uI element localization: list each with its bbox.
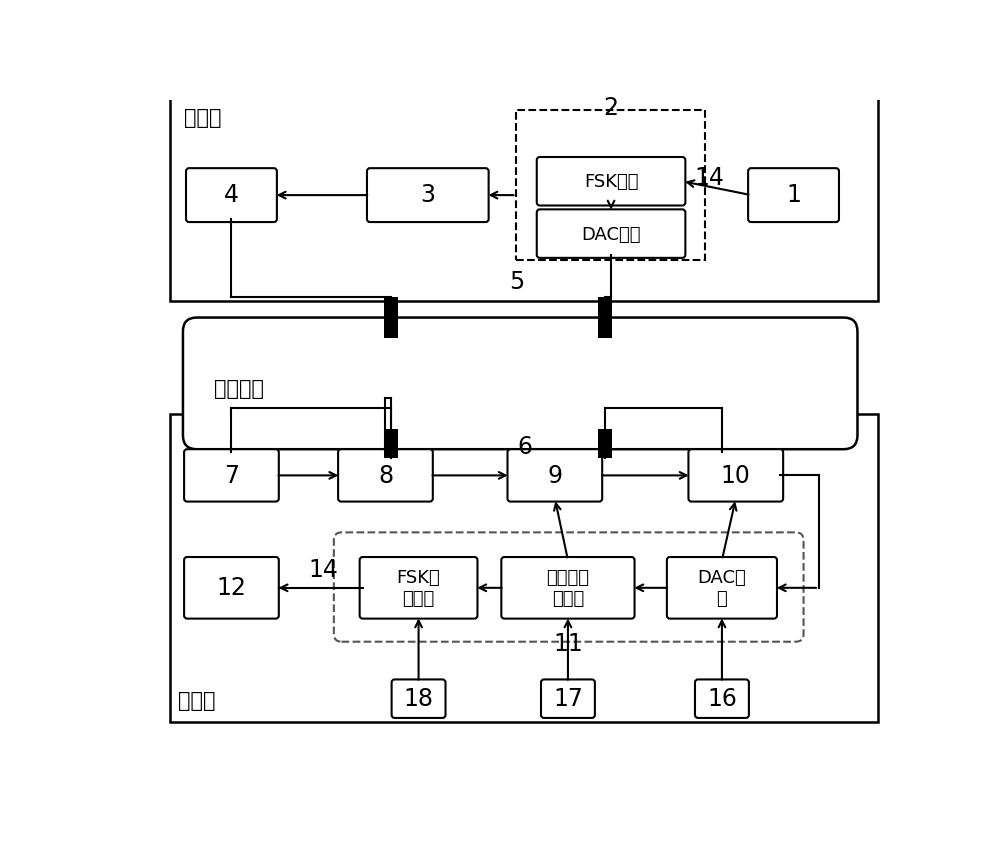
FancyBboxPatch shape — [667, 557, 777, 619]
FancyBboxPatch shape — [748, 169, 839, 223]
FancyBboxPatch shape — [367, 169, 489, 223]
Text: 4: 4 — [224, 183, 239, 207]
Text: 5: 5 — [509, 269, 525, 294]
Text: 3: 3 — [420, 183, 435, 207]
Text: DAC驱动: DAC驱动 — [581, 225, 641, 243]
FancyBboxPatch shape — [184, 557, 279, 619]
Text: 8: 8 — [378, 463, 393, 487]
Text: 14: 14 — [694, 165, 724, 190]
FancyBboxPatch shape — [334, 533, 804, 642]
Text: FSK包
络解调: FSK包 络解调 — [397, 569, 440, 608]
Text: 1: 1 — [786, 183, 801, 207]
Text: 12: 12 — [217, 576, 246, 599]
FancyBboxPatch shape — [360, 557, 477, 619]
Text: 接收端: 接收端 — [178, 690, 215, 711]
FancyBboxPatch shape — [501, 557, 635, 619]
Text: 17: 17 — [553, 686, 583, 710]
Text: 14: 14 — [308, 557, 338, 582]
FancyBboxPatch shape — [516, 111, 705, 261]
FancyBboxPatch shape — [541, 679, 595, 718]
Text: 9: 9 — [547, 463, 562, 487]
Text: 7: 7 — [224, 463, 239, 487]
FancyBboxPatch shape — [170, 414, 878, 722]
FancyBboxPatch shape — [186, 169, 277, 223]
FancyBboxPatch shape — [170, 94, 878, 301]
Text: 18: 18 — [404, 686, 434, 710]
Text: DAC驱
动: DAC驱 动 — [698, 569, 746, 608]
FancyBboxPatch shape — [392, 679, 446, 718]
Text: 6: 6 — [517, 435, 532, 458]
Text: 发射端: 发射端 — [184, 107, 221, 127]
Bar — [598, 297, 612, 338]
Text: 2: 2 — [603, 96, 618, 120]
Text: 11: 11 — [554, 631, 584, 656]
Text: 自适应放
大控制: 自适应放 大控制 — [546, 569, 589, 608]
FancyBboxPatch shape — [537, 158, 685, 206]
Text: 16: 16 — [707, 686, 737, 710]
Bar — [384, 297, 398, 338]
Bar — [598, 430, 612, 459]
FancyBboxPatch shape — [507, 450, 602, 502]
Text: 10: 10 — [721, 463, 751, 487]
FancyBboxPatch shape — [184, 450, 279, 502]
FancyBboxPatch shape — [338, 450, 433, 502]
Text: FSK调制: FSK调制 — [584, 173, 638, 191]
Text: 水下信道: 水下信道 — [214, 378, 264, 398]
FancyBboxPatch shape — [695, 679, 749, 718]
FancyBboxPatch shape — [183, 318, 857, 450]
FancyBboxPatch shape — [688, 450, 783, 502]
FancyBboxPatch shape — [537, 210, 685, 258]
Bar — [384, 430, 398, 459]
